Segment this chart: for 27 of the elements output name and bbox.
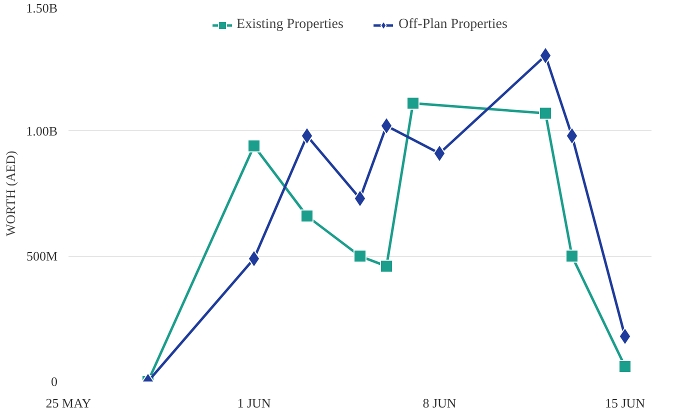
legend-label: Existing Properties xyxy=(236,17,344,33)
point xyxy=(566,126,578,145)
point xyxy=(300,210,314,223)
point xyxy=(433,144,446,162)
y-tick-label: 0 xyxy=(51,374,58,389)
x-tick-label: 15 JUN xyxy=(604,396,646,410)
point xyxy=(248,139,260,152)
x-tick-label: 25 MAY xyxy=(46,396,92,410)
point xyxy=(354,250,366,263)
point xyxy=(300,126,314,145)
point xyxy=(618,327,632,346)
point xyxy=(354,190,366,208)
point xyxy=(406,96,420,110)
legend-label: Off-Plan Properties xyxy=(398,17,508,33)
point xyxy=(566,250,578,263)
point xyxy=(380,260,393,273)
point xyxy=(380,116,393,135)
x-tick-label: 1 JUN xyxy=(237,396,272,410)
point xyxy=(248,250,260,268)
x-tick-label: 8 JUN xyxy=(422,396,457,410)
y-tick-label: 500M xyxy=(26,248,58,264)
y-tick-label: 1.50B xyxy=(26,0,58,16)
y-tick-label: 1.00B xyxy=(26,123,58,138)
point xyxy=(539,46,552,65)
y-axis-title: WORTH (AED) xyxy=(3,150,18,236)
point xyxy=(618,360,632,373)
point xyxy=(539,106,552,120)
